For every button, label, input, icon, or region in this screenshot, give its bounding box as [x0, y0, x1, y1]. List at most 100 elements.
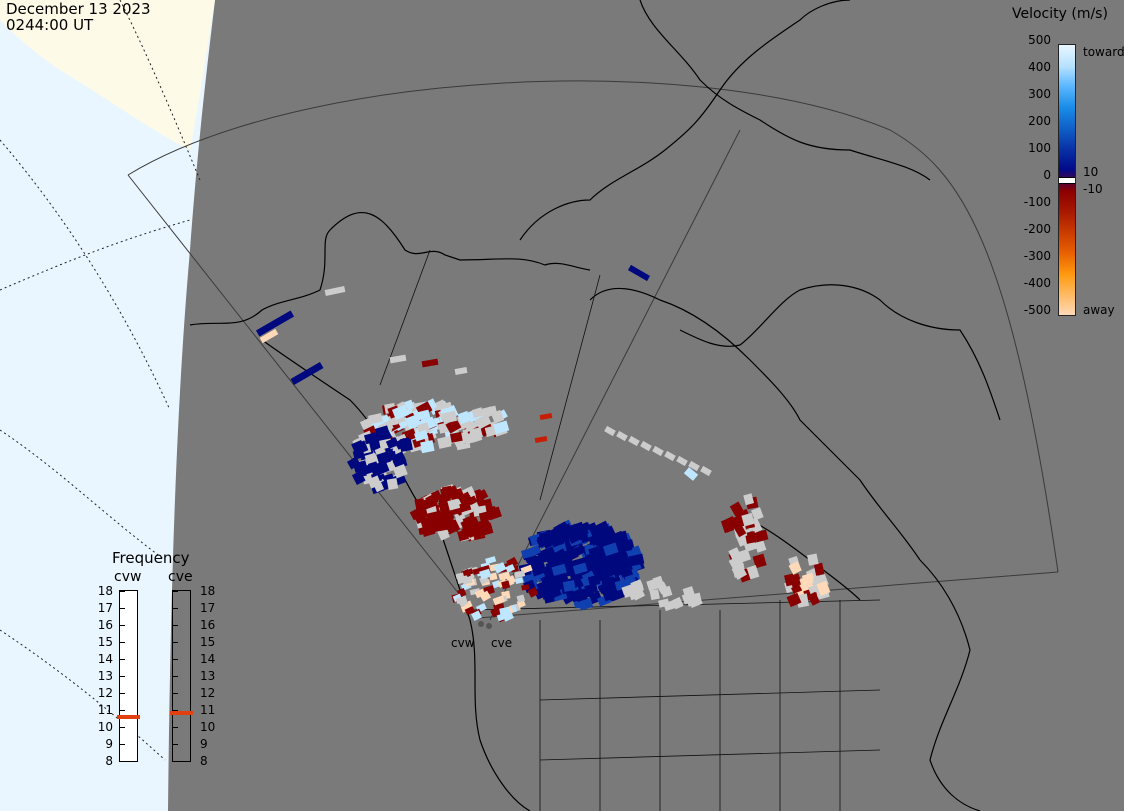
backscatter-cell: [462, 515, 475, 527]
backscatter-cell: [353, 460, 368, 473]
backscatter-cell: [551, 563, 567, 576]
backscatter-cell: [552, 580, 566, 591]
frequency-gridline: [120, 693, 125, 694]
frequency-label-cvw: cvw: [114, 569, 142, 585]
frequency-gridline: [173, 625, 178, 626]
frequency-bar-cve: [170, 590, 193, 762]
backscatter-cell: [516, 594, 526, 603]
backscatter-cell: [603, 576, 616, 590]
backscatter-cell: [490, 606, 502, 618]
backscatter-cell: [505, 563, 516, 573]
backscatter-cell: [617, 539, 633, 553]
backscatter-cell: [565, 549, 579, 562]
frequency-title: Frequency: [112, 549, 190, 567]
velocity-tick-label: 200: [1028, 114, 1051, 128]
velocity-tick-label: -500: [1023, 303, 1051, 317]
velocity-title: Velocity (m/s): [1012, 6, 1108, 22]
backscatter-cell: [421, 524, 436, 537]
frequency-gridline: [120, 676, 125, 677]
frequency-gridline: [120, 642, 125, 643]
backscatter-cell: [499, 606, 511, 617]
backscatter-cell: [686, 595, 698, 607]
backscatter-cell: [471, 610, 482, 621]
velocity-tick-label: 500: [1028, 33, 1051, 47]
backscatter-cell: [558, 525, 574, 540]
backscatter-cell: [514, 577, 524, 584]
backscatter-cell: [754, 540, 767, 553]
backscatter-cell: [493, 420, 510, 435]
backscatter-cell: [463, 577, 473, 585]
backscatter-cell: [369, 463, 384, 476]
backscatter-cell: [538, 530, 555, 542]
frequency-gridline: [173, 642, 178, 643]
backscatter-cell: [386, 477, 399, 491]
backscatter-cell: [807, 553, 819, 566]
frequency-tick-label-left: 18: [97, 584, 113, 598]
backscatter-cell: [479, 568, 492, 580]
backscatter-cell: [445, 418, 462, 434]
backscatter-cell: [399, 438, 413, 452]
backscatter-cell: [604, 425, 616, 437]
frequency-tick-label-left: 15: [97, 635, 113, 649]
backscatter-cell: [640, 440, 652, 452]
frequency-gridline: [120, 761, 125, 762]
backscatter-cell: [478, 511, 491, 522]
backscatter-cell: [816, 580, 831, 596]
frequency-tick-label-left: 14: [97, 652, 113, 666]
backscatter-cell: [534, 435, 548, 444]
backscatter-cell: [521, 584, 530, 591]
backscatter-cell: [493, 561, 507, 574]
backscatter-cell: [471, 407, 484, 419]
backscatter-cell: [584, 583, 599, 595]
backscatter-cell: [259, 328, 279, 344]
backscatter-cell: [422, 496, 437, 510]
backscatter-cell: [514, 570, 526, 579]
frequency-tick-label-right: 16: [200, 618, 216, 632]
backscatter-cell: [552, 548, 568, 562]
backscatter-cell: [649, 589, 660, 601]
backscatter-cell: [490, 409, 505, 424]
backscatter-cell: [459, 501, 472, 513]
frequency-tick-label-left: 13: [97, 669, 113, 683]
frequency-gridline: [173, 761, 178, 762]
backscatter-cell: [788, 561, 802, 575]
velocity-tick-label: -100: [1023, 195, 1051, 209]
frequency-tick-label-left: 9: [105, 737, 113, 751]
backscatter-cell: [462, 431, 478, 445]
backscatter-cell: [688, 460, 700, 472]
frequency-gridline: [120, 659, 125, 660]
backscatter-cell: [449, 431, 463, 443]
date-label: December 13 2023: [6, 0, 151, 18]
frequency-tick-label-right: 18: [200, 584, 216, 598]
backscatter-cell: [351, 440, 366, 454]
backscatter-cell: [562, 580, 576, 592]
backscatter-cell: [464, 568, 474, 576]
frequency-gridline: [120, 625, 125, 626]
velocity-tick-label: 400: [1028, 60, 1051, 74]
backscatter-cell: [733, 522, 747, 538]
frequency-indicator: [117, 714, 140, 719]
backscatter-cell: [741, 512, 755, 527]
backscatter-cell: [527, 544, 542, 557]
frequency-gridline: [120, 710, 125, 711]
backscatter-cell: [447, 498, 461, 511]
frequency-tick-label-right: 12: [200, 686, 216, 700]
backscatter-cell: [405, 414, 419, 428]
backscatter-cell: [454, 367, 468, 375]
backscatter-cell: [682, 586, 695, 598]
backscatter-cell: [553, 521, 570, 537]
backscatter-cell: [731, 563, 748, 580]
backscatter-cell: [613, 530, 629, 544]
backscatter-cell: [786, 592, 802, 608]
frequency-tick-label-right: 15: [200, 635, 216, 649]
frequency-tick-label-left: 11: [97, 703, 113, 717]
backscatter-cell: [595, 530, 611, 545]
backscatter-cell: [751, 507, 764, 521]
frequency-gridline: [173, 659, 178, 660]
backscatter-cell: [491, 579, 502, 589]
backscatter-cell: [588, 545, 602, 559]
backscatter-cell: [627, 264, 651, 282]
backscatter-cell: [414, 409, 431, 421]
backscatter-cells: [255, 264, 831, 623]
